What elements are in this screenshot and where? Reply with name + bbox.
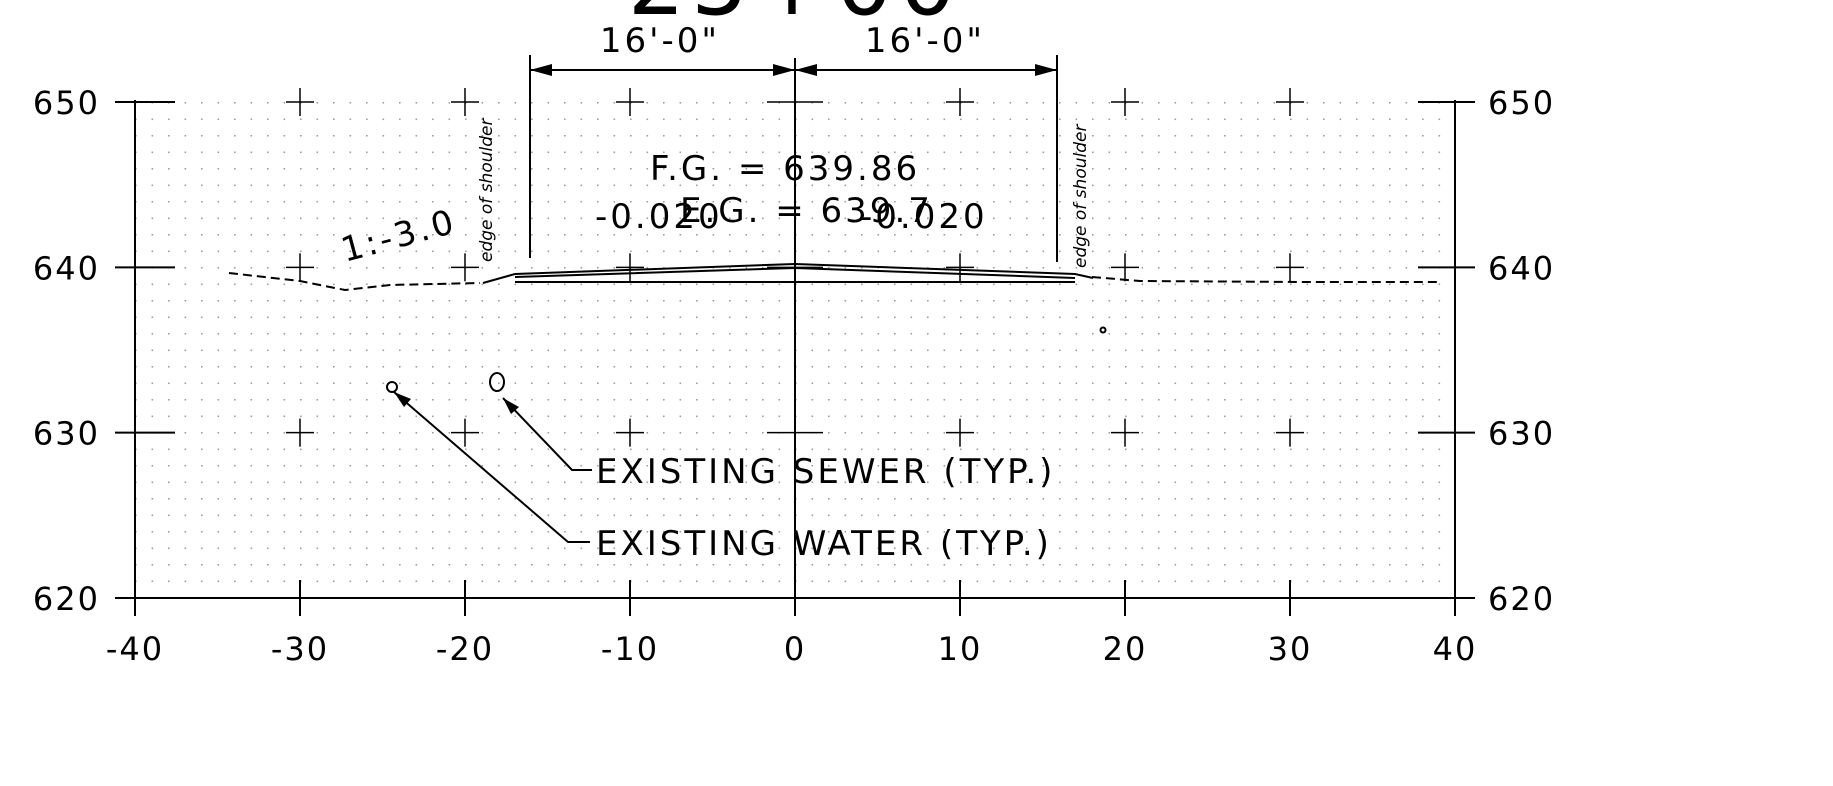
x-tick-label: 30 [1268,630,1313,668]
y-tick-label: 620 [1488,580,1555,618]
arrowhead [503,398,519,414]
x-tick-label: -40 [106,630,164,668]
x-tick-label: 10 [938,630,983,668]
x-tick-label: 20 [1103,630,1148,668]
water-pipe [386,381,398,393]
ticks: -40 -30 -20 -10 0 10 20 30 40 650 650 640 640 630 630 6… [33,84,1555,668]
y-tick-label: 630 [1488,415,1555,453]
pavement [514,266,1076,279]
dimension-label: 16'-0" [600,21,720,61]
sewer-pipe [489,372,505,392]
dimension-label: 16'-0" [865,21,985,61]
sewer-label: EXISTING SEWER (TYP.) [596,452,1055,492]
x-tick-label: -20 [436,630,494,668]
y-tick-label: 640 [33,249,100,287]
existing-grade: E.G. = 639.7 [680,191,933,231]
slope-label: -0.020 [595,197,723,237]
y-tick-label: 650 [33,84,100,122]
finished-grade: F.G. = 639.86 [650,149,920,189]
y-tick-label: 640 [1488,249,1555,287]
point [1099,326,1107,334]
x-tick-label: 0 [784,630,806,668]
slope-label: -0.020 [860,197,988,237]
x-tick-label: -10 [601,630,659,668]
x-tick-label: 40 [1433,630,1478,668]
x-tick-label: -30 [271,630,329,668]
arrowhead [394,392,411,407]
edge-label: edge of shoulder [477,118,497,262]
leader [502,397,592,471]
leader [393,391,590,543]
existing-ground [228,272,481,292]
water-label: EXISTING WATER (TYP.) [596,524,1052,564]
y-tick-label: 620 [33,580,100,618]
finished-grade-line [482,262,1094,284]
y-tick-label: 630 [33,415,100,453]
edge-label: edge of shoulder [1071,124,1091,268]
existing-ground [1091,276,1440,283]
title: 25+00 [628,0,962,36]
dimension [529,55,1058,262]
y-tick-label: 650 [1488,84,1555,122]
